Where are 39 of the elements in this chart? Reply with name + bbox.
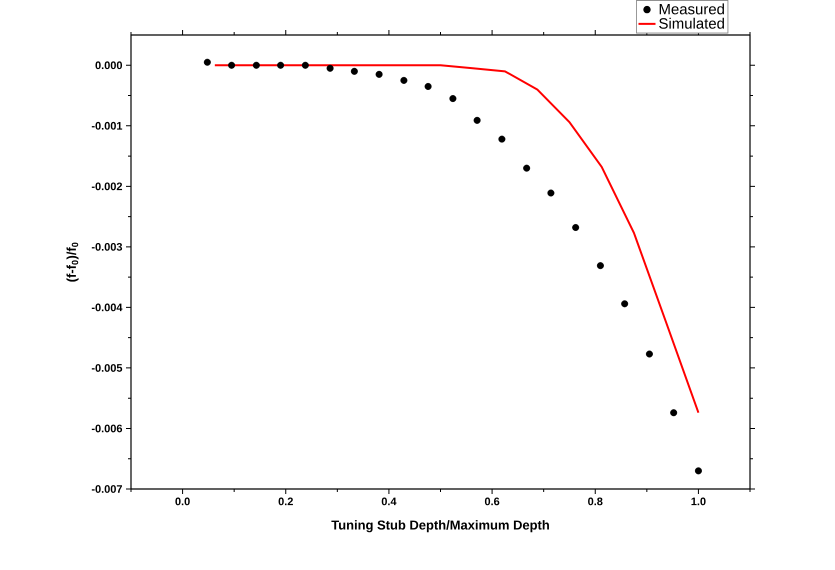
- point: [350, 68, 358, 75]
- point: [228, 62, 236, 69]
- x-tick-label: 0.4: [382, 498, 396, 506]
- y-tick-label: -0.002: [92, 182, 122, 190]
- point: [523, 164, 530, 172]
- point: [596, 262, 604, 270]
- y-tick-label: -0.004: [92, 304, 122, 312]
- y-tick-label: -0.005: [92, 364, 122, 372]
- y-tick-label: -0.007: [92, 485, 122, 493]
- point: [400, 76, 408, 84]
- point: [621, 300, 628, 308]
- point: [204, 58, 211, 66]
- point: [474, 116, 481, 124]
- legend-label: Measured: [660, 3, 724, 14]
- y-tick-label: 0.000: [95, 61, 122, 70]
- x-axis-title: Tuning Stub Depth/Maximum Depth: [331, 520, 549, 532]
- point: [694, 467, 702, 474]
- y-tick-label: -0.001: [92, 122, 122, 130]
- x-tick-label: 0.2: [278, 498, 293, 506]
- point: [424, 82, 432, 90]
- y-axis-title: (f-f$_{0}$)/f$_{0}$: [66, 242, 79, 282]
- point: [302, 62, 309, 69]
- point: [449, 95, 456, 102]
- point: [646, 350, 653, 358]
- point: [498, 136, 506, 143]
- point: [670, 409, 678, 416]
- x-tick-label: 1.0: [691, 498, 706, 506]
- point: [326, 64, 334, 72]
- x-tick-label: 0.8: [588, 498, 603, 506]
- point: [252, 62, 260, 69]
- x-tick-label: 0.6: [484, 498, 500, 506]
- point: [277, 62, 284, 69]
- y-tick-label: -0.006: [92, 424, 122, 432]
- point: [572, 224, 580, 231]
- point: [376, 70, 383, 78]
- point: [547, 189, 554, 196]
- y-tick-label: -0.003: [92, 242, 122, 251]
- x-tick-label: 0.0: [175, 498, 190, 506]
- legend-label: Simulated: [659, 18, 724, 29]
